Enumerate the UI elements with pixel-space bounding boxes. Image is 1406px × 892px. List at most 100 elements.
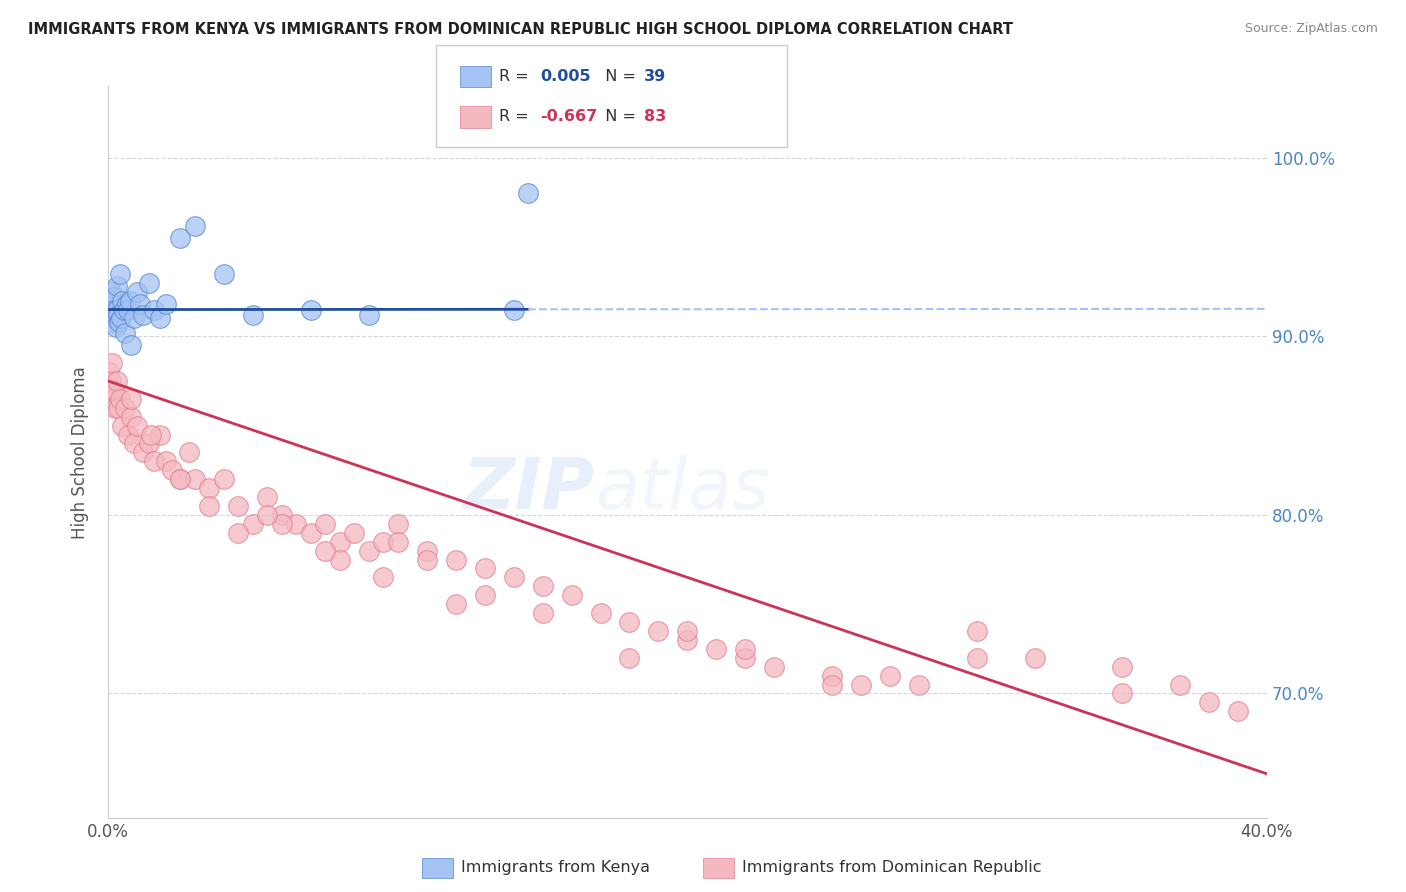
Point <box>155 454 177 468</box>
Point <box>343 525 366 540</box>
Point <box>108 315 131 329</box>
Point <box>112 302 135 317</box>
Point <box>122 436 145 450</box>
Point <box>270 516 292 531</box>
Point <box>357 543 380 558</box>
Y-axis label: High School Diploma: High School Diploma <box>72 366 89 539</box>
Point <box>198 481 221 495</box>
Point <box>118 293 141 308</box>
Point <box>619 615 641 629</box>
Point <box>120 392 142 406</box>
Point <box>98 302 121 317</box>
Point <box>100 297 122 311</box>
Point <box>114 326 136 340</box>
Point <box>285 516 308 531</box>
Point <box>101 308 124 322</box>
Point <box>676 632 699 647</box>
Point <box>329 534 352 549</box>
Text: Immigrants from Dominican Republic: Immigrants from Dominican Republic <box>742 860 1042 874</box>
Point <box>589 606 612 620</box>
Point <box>908 677 931 691</box>
Point <box>149 427 172 442</box>
Point <box>531 606 554 620</box>
Point <box>100 285 122 299</box>
Point <box>676 624 699 638</box>
Text: 83: 83 <box>644 110 666 124</box>
Point <box>105 374 128 388</box>
Point <box>98 365 121 379</box>
Point <box>169 472 191 486</box>
Point <box>120 409 142 424</box>
Text: -0.667: -0.667 <box>540 110 598 124</box>
Point <box>763 659 786 673</box>
Point <box>1111 686 1133 700</box>
Text: IMMIGRANTS FROM KENYA VS IMMIGRANTS FROM DOMINICAN REPUBLIC HIGH SCHOOL DIPLOMA : IMMIGRANTS FROM KENYA VS IMMIGRANTS FROM… <box>28 22 1014 37</box>
Point <box>373 534 395 549</box>
Text: ZIP: ZIP <box>463 455 595 524</box>
Text: 0.005: 0.005 <box>540 70 591 84</box>
Point <box>474 588 496 602</box>
Text: 39: 39 <box>644 70 666 84</box>
Point <box>314 516 336 531</box>
Point <box>122 311 145 326</box>
Point <box>104 311 127 326</box>
Point <box>100 374 122 388</box>
Text: atlas: atlas <box>595 455 769 524</box>
Point <box>228 525 250 540</box>
Point <box>647 624 669 638</box>
Point <box>1168 677 1191 691</box>
Point <box>256 508 278 522</box>
Point <box>444 597 467 611</box>
Point <box>108 267 131 281</box>
Point <box>1198 695 1220 709</box>
Point <box>242 516 264 531</box>
Point <box>212 472 235 486</box>
Point <box>256 490 278 504</box>
Point <box>357 308 380 322</box>
Point <box>179 445 201 459</box>
Point <box>299 525 322 540</box>
Point <box>198 499 221 513</box>
Point <box>155 297 177 311</box>
Point <box>314 543 336 558</box>
Point <box>242 308 264 322</box>
Point <box>299 302 322 317</box>
Text: N =: N = <box>595 110 641 124</box>
Point <box>415 543 437 558</box>
Point <box>117 427 139 442</box>
Point <box>117 302 139 317</box>
Point <box>138 276 160 290</box>
Point <box>110 311 132 326</box>
Point <box>115 297 138 311</box>
Point <box>125 418 148 433</box>
Point <box>149 311 172 326</box>
Point <box>103 383 125 397</box>
Point <box>111 293 134 308</box>
Point <box>103 290 125 304</box>
Point <box>734 650 756 665</box>
Point <box>101 356 124 370</box>
Point <box>160 463 183 477</box>
Point <box>143 454 166 468</box>
Point <box>141 427 163 442</box>
Point <box>132 308 155 322</box>
Point <box>108 392 131 406</box>
Point <box>1024 650 1046 665</box>
Point <box>228 499 250 513</box>
Point <box>387 516 409 531</box>
Point <box>851 677 873 691</box>
Point <box>502 570 524 584</box>
Text: R =: R = <box>499 70 534 84</box>
Point <box>502 302 524 317</box>
Point <box>184 472 207 486</box>
Text: Source: ZipAtlas.com: Source: ZipAtlas.com <box>1244 22 1378 36</box>
Point <box>169 231 191 245</box>
Point <box>105 320 128 334</box>
Point <box>373 570 395 584</box>
Point <box>128 297 150 311</box>
Point <box>415 552 437 566</box>
Point <box>821 677 844 691</box>
Point <box>966 650 988 665</box>
Point <box>184 219 207 233</box>
Point <box>531 579 554 593</box>
